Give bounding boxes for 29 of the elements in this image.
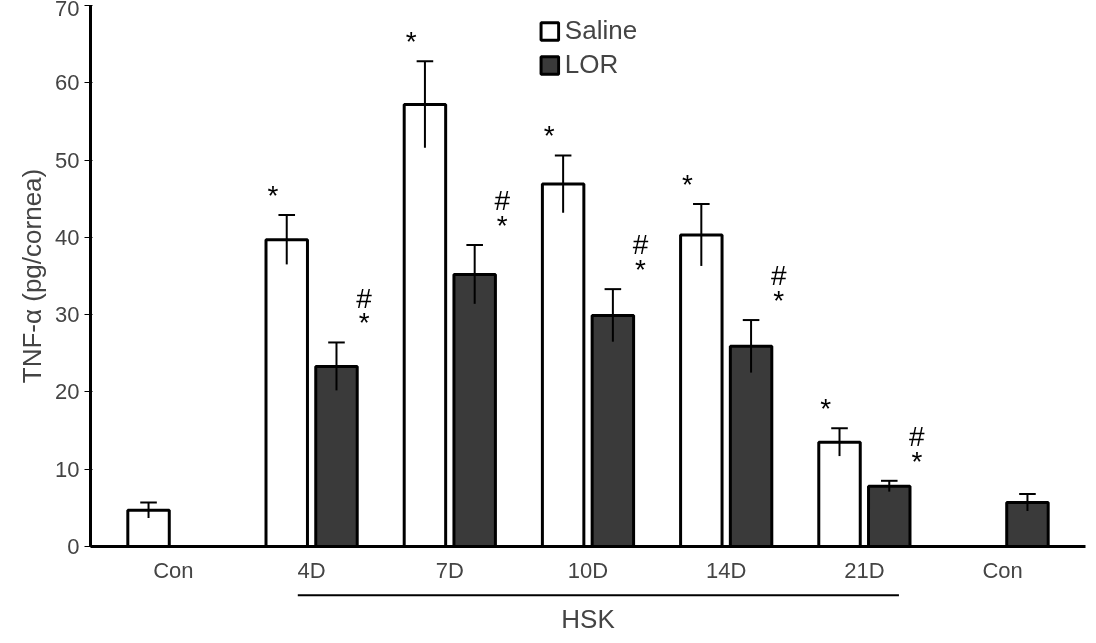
annotation: # * bbox=[909, 421, 926, 477]
annotation: # * bbox=[356, 282, 373, 339]
annotation: * bbox=[543, 120, 555, 152]
y-tick-label: 40 bbox=[55, 224, 80, 250]
annotation: * bbox=[267, 179, 279, 211]
y-tick-label: 60 bbox=[55, 70, 80, 96]
y-tick-label: 0 bbox=[67, 534, 80, 559]
y-tick-label: 10 bbox=[55, 456, 80, 482]
x-tick-label: 10D bbox=[567, 557, 609, 583]
y-tick-label: 50 bbox=[55, 147, 80, 173]
annotation: * bbox=[682, 169, 694, 201]
x-tick-label: Con bbox=[153, 557, 194, 583]
legend-label: LOR bbox=[564, 49, 619, 80]
x-tick-label: 21D bbox=[844, 557, 885, 583]
x-tick-label: Con bbox=[982, 557, 1023, 583]
y-axis-title: TNF-α (pg/cornea) bbox=[17, 168, 48, 384]
legend-label: Saline bbox=[564, 15, 638, 46]
x-tick-label: 4D bbox=[297, 557, 326, 583]
x-tick-label: 7D bbox=[435, 557, 464, 583]
y-tick-label: 20 bbox=[55, 379, 80, 405]
y-tick-label: 30 bbox=[55, 302, 80, 328]
x-tick-label: 14D bbox=[706, 557, 747, 583]
annotation: # * bbox=[770, 260, 787, 317]
annotation: # * bbox=[494, 185, 511, 242]
annotation: # * bbox=[632, 229, 649, 286]
annotation: * bbox=[820, 393, 832, 425]
y-tick-label: 70 bbox=[55, 0, 80, 21]
text: HSK bbox=[561, 603, 616, 634]
annotation: * bbox=[405, 26, 417, 58]
